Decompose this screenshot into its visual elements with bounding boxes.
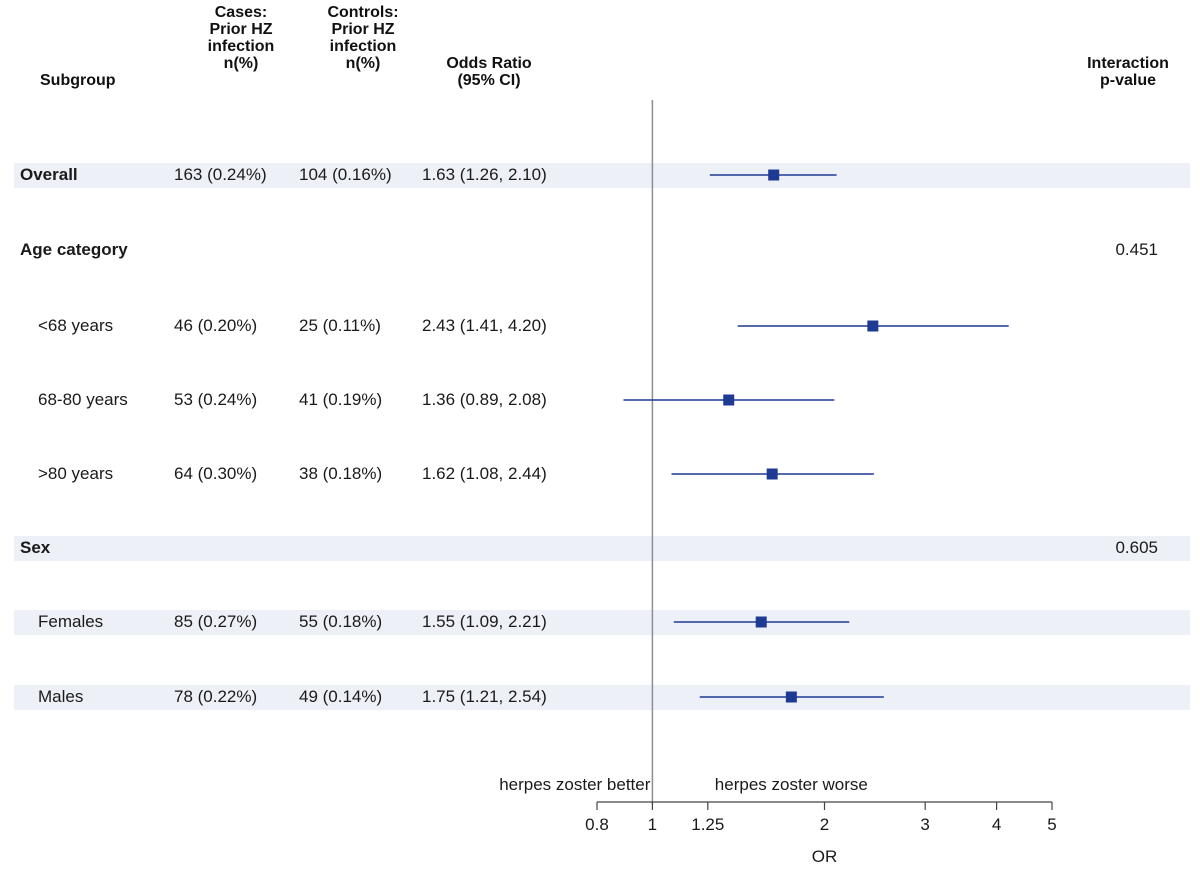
header-subgroup: Subgroup [40, 72, 116, 89]
row-label-68-80-years: 68-80 years [38, 390, 128, 409]
cases-value-overall: 163 (0.24%) [174, 165, 267, 184]
row-band-sex [14, 536, 1190, 561]
row-band-females [14, 610, 1190, 635]
annotation-left: herpes zoster better [499, 775, 651, 794]
row-band-males [14, 685, 1190, 710]
controls-value-overall: 104 (0.16%) [299, 165, 392, 184]
row-label-80-years: >80 years [38, 464, 114, 483]
pvalue-sex: 0.605 [1115, 538, 1158, 557]
or-text-overall: 1.63 (1.26, 2.10) [422, 165, 547, 184]
header-controls: Controls: Prior HZ infection n(%) [327, 4, 399, 72]
or-text-males: 1.75 (1.21, 2.54) [422, 687, 547, 706]
header-odds-ratio: Odds Ratio (95% CI) [446, 55, 532, 89]
or-marker-overall [768, 169, 780, 181]
controls-value-females: 55 (0.18%) [299, 612, 383, 631]
or-marker-68-80-years [723, 394, 735, 406]
or-text-80-years: 1.62 (1.08, 2.44) [422, 464, 547, 483]
or-text-females: 1.55 (1.09, 2.21) [422, 612, 547, 631]
or-text-68-years: 2.43 (1.41, 4.20) [422, 316, 547, 335]
cases-value-68-80-years: 53 (0.24%) [174, 390, 258, 409]
or-marker-68-years [867, 320, 879, 332]
row-label-males: Males [38, 687, 84, 706]
header-cases: Cases: Prior HZ infection n(%) [207, 4, 275, 72]
row-label-overall: Overall [20, 165, 78, 184]
controls-value-68-80-years: 41 (0.19%) [299, 390, 383, 409]
cases-value-68-years: 46 (0.20%) [174, 316, 258, 335]
row-label-sex: Sex [20, 538, 51, 557]
annotation-right: herpes zoster worse [715, 775, 868, 794]
row-band-overall [14, 163, 1190, 188]
cases-value-females: 85 (0.27%) [174, 612, 258, 631]
x-tick-label: 2 [820, 815, 829, 834]
x-tick-label: 0.8 [585, 815, 609, 834]
x-tick-label: 3 [920, 815, 929, 834]
row-label-age-category: Age category [20, 240, 128, 259]
row-label-68-years: <68 years [38, 316, 114, 335]
row-label-females: Females [38, 612, 104, 631]
x-tick-label: 5 [1047, 815, 1056, 834]
x-tick-label: 1.25 [691, 815, 724, 834]
x-tick-label: 4 [992, 815, 1001, 834]
x-axis-label: OR [812, 847, 838, 866]
or-marker-females [755, 616, 767, 628]
x-tick-label: 1 [648, 815, 657, 834]
cases-value-80-years: 64 (0.30%) [174, 464, 258, 483]
controls-value-80-years: 38 (0.18%) [299, 464, 383, 483]
pvalue-age-category: 0.451 [1115, 240, 1158, 259]
or-marker-males [785, 691, 797, 703]
or-marker-80-years [766, 468, 778, 480]
cases-value-males: 78 (0.22%) [174, 687, 258, 706]
or-text-68-80-years: 1.36 (0.89, 2.08) [422, 390, 547, 409]
controls-value-68-years: 25 (0.11%) [299, 316, 381, 335]
header-interaction-pvalue: Interaction p-value [1087, 55, 1169, 89]
controls-value-males: 49 (0.14%) [299, 687, 383, 706]
